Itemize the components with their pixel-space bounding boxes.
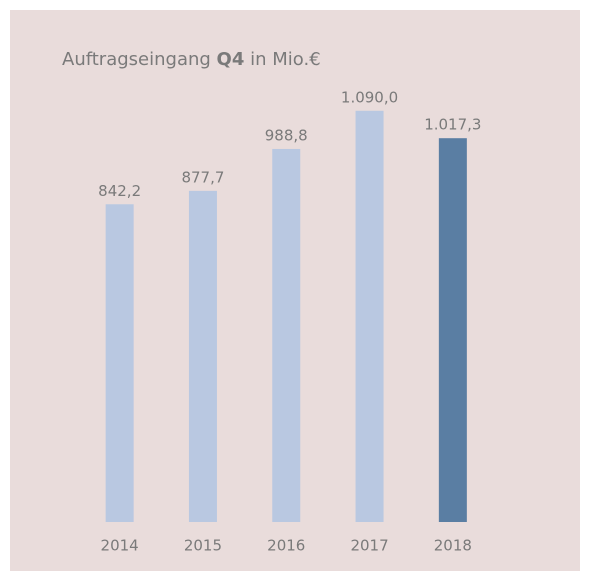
- value-label: 842,2: [98, 182, 141, 200]
- chart-title: Auftragseingang Q4 in Mio.€: [62, 49, 321, 70]
- x-tick-label: 2014: [101, 537, 139, 555]
- value-label: 1.090,0: [341, 88, 398, 106]
- value-label: 988,8: [265, 126, 308, 144]
- x-tick-label: 2017: [350, 537, 388, 555]
- title-part: in Mio.€: [250, 49, 321, 70]
- bar: [272, 148, 301, 522]
- x-tick-label: 2018: [434, 537, 472, 555]
- title-part: Auftragseingang: [62, 49, 211, 70]
- bar: [438, 138, 467, 523]
- value-label: 877,7: [181, 168, 224, 186]
- x-tick-label: 2015: [184, 537, 222, 555]
- bar: [105, 204, 134, 522]
- x-tick-label: 2016: [267, 537, 305, 555]
- value-label: 1.017,3: [424, 116, 481, 134]
- bar: [355, 110, 384, 522]
- title-part: Q4: [217, 49, 245, 70]
- bar: [188, 190, 217, 522]
